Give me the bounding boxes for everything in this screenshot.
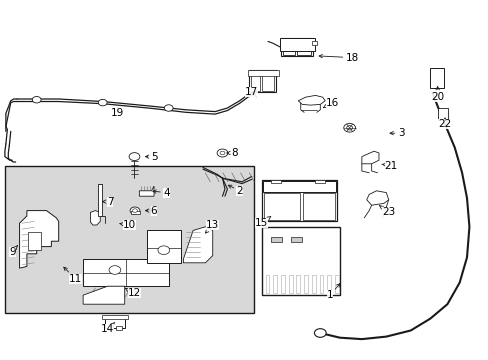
Bar bbox=[311, 41, 316, 45]
Bar bbox=[98, 184, 102, 216]
Circle shape bbox=[220, 151, 224, 155]
Bar bbox=[261, 72, 273, 91]
Bar bbox=[281, 275, 285, 293]
Bar bbox=[105, 318, 124, 328]
Bar bbox=[273, 275, 277, 293]
Bar bbox=[102, 315, 128, 319]
Polygon shape bbox=[20, 211, 59, 268]
Circle shape bbox=[346, 126, 352, 130]
Bar bbox=[28, 232, 41, 250]
Bar bbox=[282, 40, 294, 55]
Circle shape bbox=[217, 149, 227, 157]
Polygon shape bbox=[83, 286, 124, 304]
Bar bbox=[116, 326, 122, 330]
Bar bbox=[261, 227, 339, 295]
Bar bbox=[249, 70, 276, 92]
Bar bbox=[263, 181, 335, 192]
Circle shape bbox=[98, 99, 107, 106]
Circle shape bbox=[129, 153, 140, 161]
Circle shape bbox=[130, 207, 140, 214]
Bar bbox=[296, 275, 300, 293]
Text: 11: 11 bbox=[63, 267, 82, 284]
Text: 9: 9 bbox=[9, 246, 18, 257]
Text: 20: 20 bbox=[430, 86, 443, 102]
Polygon shape bbox=[298, 95, 325, 105]
Bar bbox=[146, 230, 181, 263]
Text: 8: 8 bbox=[226, 148, 238, 158]
Bar bbox=[315, 180, 325, 183]
Text: 14: 14 bbox=[101, 323, 115, 334]
Bar bbox=[5, 166, 254, 313]
Text: 22: 22 bbox=[437, 118, 451, 129]
Text: 5: 5 bbox=[145, 152, 157, 162]
Text: 21: 21 bbox=[381, 161, 397, 171]
Bar bbox=[437, 108, 447, 120]
Bar bbox=[280, 38, 315, 51]
Text: 2: 2 bbox=[228, 185, 243, 196]
Text: 4: 4 bbox=[153, 188, 169, 198]
Bar bbox=[83, 259, 168, 286]
Text: 15: 15 bbox=[254, 216, 270, 228]
Bar bbox=[131, 211, 140, 214]
Bar bbox=[319, 275, 323, 293]
Polygon shape bbox=[139, 186, 154, 196]
Circle shape bbox=[314, 329, 325, 337]
Text: 10: 10 bbox=[120, 220, 136, 230]
Text: 3: 3 bbox=[389, 128, 404, 138]
Text: 18: 18 bbox=[319, 53, 358, 63]
Circle shape bbox=[109, 266, 121, 274]
Polygon shape bbox=[361, 151, 378, 164]
Bar bbox=[429, 68, 443, 88]
Bar bbox=[326, 275, 330, 293]
Polygon shape bbox=[183, 227, 212, 263]
Bar bbox=[250, 72, 259, 91]
Text: 12: 12 bbox=[125, 288, 141, 298]
Circle shape bbox=[32, 96, 41, 103]
Bar bbox=[304, 275, 307, 293]
Bar bbox=[264, 193, 299, 220]
Polygon shape bbox=[366, 191, 388, 205]
Bar bbox=[303, 193, 334, 220]
Bar bbox=[281, 38, 312, 56]
Bar bbox=[261, 74, 270, 83]
Bar bbox=[107, 326, 113, 330]
Bar bbox=[288, 275, 292, 293]
Polygon shape bbox=[90, 211, 100, 225]
Bar bbox=[271, 180, 281, 183]
Bar bbox=[261, 180, 337, 221]
Text: 16: 16 bbox=[323, 98, 339, 108]
Bar bbox=[290, 237, 301, 242]
Bar bbox=[334, 275, 338, 293]
Bar bbox=[311, 275, 315, 293]
Circle shape bbox=[343, 123, 355, 132]
Text: 17: 17 bbox=[244, 87, 258, 97]
Text: 7: 7 bbox=[102, 197, 113, 207]
Circle shape bbox=[132, 209, 137, 212]
Text: 23: 23 bbox=[379, 206, 395, 217]
Bar bbox=[248, 70, 278, 76]
Bar bbox=[265, 275, 269, 293]
Circle shape bbox=[164, 105, 173, 111]
Bar bbox=[296, 40, 310, 55]
Text: 1: 1 bbox=[326, 284, 339, 300]
Bar bbox=[271, 237, 282, 242]
Circle shape bbox=[158, 246, 169, 255]
Text: 19: 19 bbox=[110, 108, 124, 118]
Text: 13: 13 bbox=[205, 220, 219, 233]
Text: 6: 6 bbox=[145, 206, 157, 216]
